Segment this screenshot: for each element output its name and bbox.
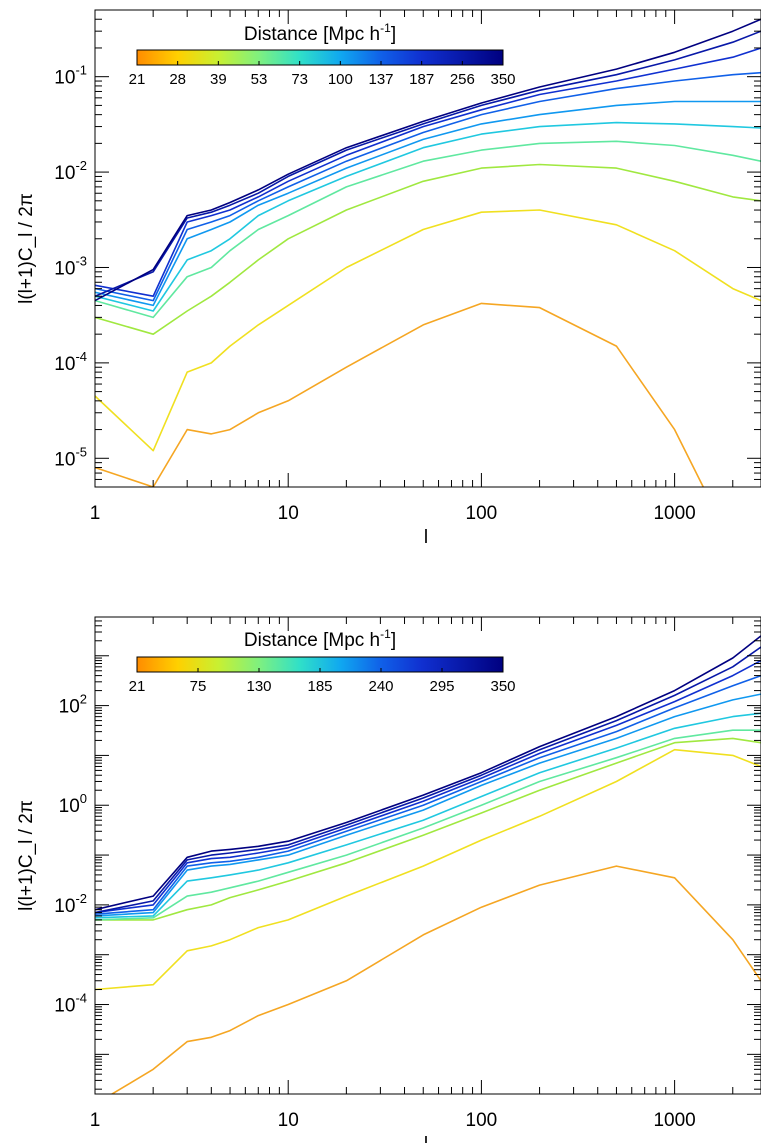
series-line-0	[110, 865, 761, 1094]
plot-frame	[94, 9, 761, 488]
series-line-8	[95, 30, 761, 297]
x-tick-label: 1	[90, 503, 101, 524]
y-tick-label: 10-3	[54, 253, 87, 279]
series-line-5	[95, 693, 761, 917]
colorbar-title: Distance [Mpc h-1]	[244, 21, 396, 45]
series-line-8	[95, 646, 761, 914]
colorbar-label: 21	[129, 71, 146, 88]
x-axis: 1 10 100 1000	[90, 617, 734, 1131]
top-chart: 1 10 100 1000 10-5 10-4 10-3 10-2 10-1 l l(l+1)C_l…	[16, 9, 761, 548]
colorbar-label: 256	[450, 71, 475, 88]
colorbar-label: 350	[490, 71, 515, 88]
series-line-7	[95, 659, 761, 914]
colorbar-label: 21	[129, 678, 146, 695]
y-tick-label: 10-5	[54, 444, 87, 470]
y-axis: 10-5 10-4 10-3 10-2 10-1	[54, 9, 761, 480]
y-tick-label: 10-2	[54, 891, 87, 917]
bottom-chart: 1 10 100 1000 10-4 10-2 100 102 l l(l+1)C_l / 2π 2…	[16, 616, 761, 1143]
colorbar-label: 53	[251, 71, 268, 88]
colorbar-label: 75	[190, 678, 207, 695]
x-axis-label: l	[424, 1134, 428, 1143]
x-tick-label: 1	[90, 1110, 101, 1131]
series-line-6	[95, 674, 761, 915]
series-line-5	[95, 100, 761, 307]
plot-area	[95, 18, 761, 487]
colorbar-label: 100	[328, 71, 353, 88]
colorbar-label: 295	[429, 678, 454, 695]
x-tick-label: 100	[466, 503, 498, 524]
colorbar-label: 73	[291, 71, 308, 88]
series-line-2	[95, 737, 761, 921]
colorbar-label: 187	[409, 71, 434, 88]
colorbar-label: 130	[246, 678, 271, 695]
series-line-7	[95, 47, 761, 298]
x-axis: 1 10 100 1000	[90, 10, 734, 524]
series-line-6	[95, 71, 761, 302]
y-axis-label: l(l+1)C_l / 2π	[16, 800, 37, 911]
x-axis-label: l	[424, 527, 428, 548]
series-line-0	[95, 302, 705, 487]
colorbar: 21 28 39 53 73 100 137 187 256 350 Distance [Mpc h…	[129, 21, 516, 88]
x-tick-label: 1000	[653, 503, 695, 524]
x-tick-label: 1000	[653, 1110, 695, 1131]
colorbar-label: 185	[307, 678, 332, 695]
x-tick-label: 10	[278, 1110, 299, 1131]
colorbar-label: 240	[368, 678, 393, 695]
y-tick-label: 10-4	[54, 349, 87, 375]
x-tick-label: 10	[278, 503, 299, 524]
y-tick-label: 102	[59, 692, 87, 718]
y-tick-label: 10-1	[54, 63, 87, 89]
series-line-2	[95, 163, 761, 336]
colorbar-label: 39	[210, 71, 227, 88]
x-tick-label: 100	[466, 1110, 498, 1131]
series-line-9	[95, 635, 761, 911]
colorbar-label: 350	[490, 678, 515, 695]
series-line-3	[95, 140, 761, 319]
colorbar-label: 137	[368, 71, 393, 88]
y-tick-label: 10-4	[54, 991, 87, 1017]
series-line-9	[95, 18, 761, 302]
colorbar-gradient	[136, 49, 504, 66]
y-axis-label: l(l+1)C_l / 2π	[16, 193, 37, 304]
y-tick-label: 10-2	[54, 158, 87, 184]
colorbar: 21 75 130 185 240 295 350 Distance [Mpc h-1]	[129, 627, 516, 695]
colorbar-label: 28	[169, 71, 186, 88]
colorbar-title: Distance [Mpc h-1]	[244, 627, 396, 651]
series-line-3	[95, 729, 761, 921]
series-line-1	[95, 209, 761, 452]
series-line-1	[95, 748, 761, 991]
plot-area	[95, 635, 761, 1094]
series-line-4	[95, 712, 761, 919]
series-line-4	[95, 121, 761, 312]
y-tick-label: 100	[59, 791, 87, 817]
y-axis: 10-4 10-2 100 102	[54, 616, 761, 1090]
